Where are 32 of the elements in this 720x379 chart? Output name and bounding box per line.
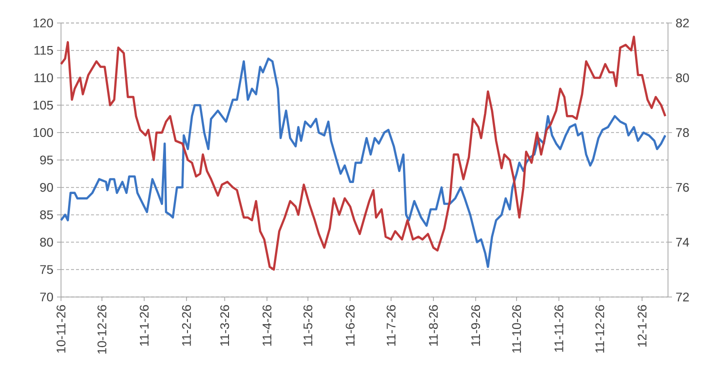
x-tick-label: 11-10-26 — [512, 305, 522, 353]
x-tick-label: 11-2-26 — [182, 305, 191, 346]
x-tick-label: 11-1-26 — [140, 305, 149, 346]
x-tick-label: 11-12-26 — [595, 305, 604, 353]
x-tick-label: 11-7-26 — [386, 305, 396, 346]
x-tick-label: 12-1-26 — [638, 305, 647, 347]
y-tick-label: 70 — [40, 292, 53, 302]
y2-tick-label: 76 — [676, 182, 689, 192]
y-tick-label: 75 — [40, 265, 53, 274]
y-tick-label: 90 — [40, 182, 53, 192]
x-tick-label: 10-12-26 — [98, 305, 106, 354]
y-tick-label: 120 — [34, 18, 53, 28]
x-tick-label: 11-11-26 — [554, 305, 564, 352]
y2-tick-label: 72 — [676, 292, 689, 302]
y-tick-label: 100 — [34, 128, 53, 138]
y2-tick-label: 74 — [676, 238, 690, 246]
x-tick-label: 11-6-26 — [346, 305, 355, 346]
y-tick-label: 80 — [40, 238, 53, 247]
y-tick-label: 110 — [34, 73, 53, 82]
y2-tick-label: 82 — [676, 18, 689, 28]
x-tick-label: 10-11-26 — [56, 305, 66, 353]
x-tick-label: 11-8-26 — [428, 305, 438, 346]
x-tick-label: 11-5-26 — [303, 305, 312, 346]
y-tick-label: 95 — [40, 156, 53, 164]
x-tick-label: 11-9-26 — [471, 305, 480, 346]
x-tick-label: 11-3-26 — [220, 305, 230, 346]
y-tick-label: 115 — [34, 46, 53, 55]
y2-tick-label: 80 — [676, 73, 689, 82]
y-tick-label: 105 — [34, 100, 53, 110]
y2-tick-label: 78 — [676, 128, 689, 138]
y-tick-label: 85 — [40, 210, 53, 220]
x-tick-label: 11-4-26 — [262, 305, 272, 346]
